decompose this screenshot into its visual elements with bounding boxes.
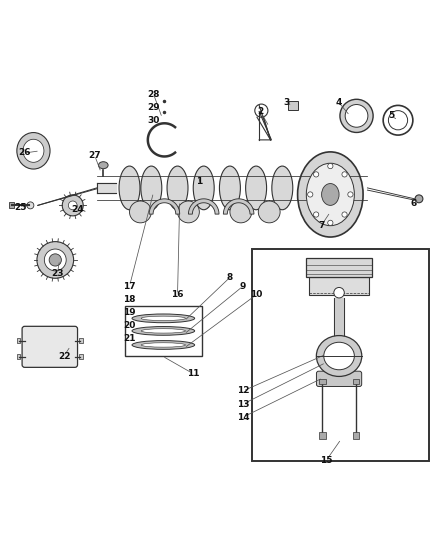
Text: 2: 2	[258, 107, 264, 116]
Ellipse shape	[345, 104, 368, 127]
Ellipse shape	[342, 212, 347, 217]
Ellipse shape	[17, 133, 50, 169]
Bar	[17, 338, 20, 343]
Bar	[9, 203, 14, 208]
Ellipse shape	[167, 166, 188, 210]
Polygon shape	[149, 199, 180, 214]
Text: 29: 29	[147, 103, 160, 111]
Text: 11: 11	[187, 369, 199, 378]
Ellipse shape	[324, 342, 354, 370]
Ellipse shape	[314, 172, 319, 177]
Bar	[17, 354, 20, 359]
Text: 1: 1	[196, 177, 202, 186]
Ellipse shape	[62, 195, 83, 216]
Text: 9: 9	[240, 281, 246, 290]
Text: 25: 25	[14, 203, 27, 212]
Ellipse shape	[27, 202, 34, 209]
Text: 10: 10	[250, 290, 262, 300]
Ellipse shape	[99, 161, 108, 169]
Ellipse shape	[119, 166, 140, 210]
Ellipse shape	[132, 327, 194, 335]
Ellipse shape	[141, 166, 162, 210]
Text: 8: 8	[227, 273, 233, 282]
Text: 20: 20	[124, 321, 136, 330]
Ellipse shape	[141, 343, 185, 347]
Circle shape	[258, 201, 280, 223]
Ellipse shape	[307, 192, 313, 197]
Bar	[288, 101, 298, 110]
Text: 17: 17	[123, 281, 136, 290]
Text: 13: 13	[237, 400, 249, 408]
Text: 23: 23	[51, 269, 64, 278]
Text: 5: 5	[389, 111, 395, 120]
Text: 26: 26	[18, 149, 31, 157]
Bar	[353, 379, 359, 384]
Circle shape	[230, 201, 252, 223]
Polygon shape	[223, 199, 254, 214]
Bar	[79, 338, 83, 343]
Text: 4: 4	[336, 98, 342, 107]
Text: 7: 7	[318, 221, 325, 230]
Ellipse shape	[23, 139, 44, 163]
Ellipse shape	[272, 166, 293, 210]
Text: 24: 24	[71, 205, 83, 214]
Ellipse shape	[132, 341, 194, 349]
Circle shape	[334, 287, 344, 298]
Bar	[306, 258, 372, 277]
Bar	[319, 379, 325, 384]
Ellipse shape	[297, 152, 363, 237]
Bar	[79, 354, 83, 359]
Text: 30: 30	[147, 116, 160, 125]
Polygon shape	[334, 298, 344, 348]
Circle shape	[130, 201, 151, 223]
Ellipse shape	[340, 99, 373, 133]
Ellipse shape	[132, 314, 194, 322]
Text: 16: 16	[171, 290, 184, 300]
Ellipse shape	[141, 329, 185, 333]
Text: 22: 22	[58, 351, 70, 360]
Bar	[252, 249, 428, 461]
Text: 18: 18	[123, 295, 136, 304]
Bar	[309, 277, 369, 295]
Circle shape	[177, 201, 199, 223]
Text: 3: 3	[283, 98, 290, 107]
Polygon shape	[188, 199, 219, 214]
Text: 19: 19	[123, 308, 136, 317]
Ellipse shape	[328, 164, 333, 169]
Bar	[353, 432, 359, 439]
Ellipse shape	[321, 183, 339, 205]
Text: 14: 14	[237, 413, 249, 422]
Ellipse shape	[219, 166, 240, 210]
Text: 6: 6	[410, 199, 417, 208]
Ellipse shape	[141, 316, 185, 320]
Ellipse shape	[44, 249, 66, 271]
Ellipse shape	[348, 192, 353, 197]
Ellipse shape	[37, 241, 74, 278]
Ellipse shape	[314, 212, 319, 217]
Ellipse shape	[68, 201, 77, 210]
Ellipse shape	[49, 254, 61, 266]
Ellipse shape	[246, 166, 267, 210]
Ellipse shape	[193, 166, 214, 210]
Text: 28: 28	[147, 90, 160, 99]
Ellipse shape	[316, 336, 362, 376]
Ellipse shape	[342, 172, 347, 177]
FancyBboxPatch shape	[22, 326, 78, 367]
Bar	[125, 306, 201, 356]
Text: 12: 12	[237, 386, 249, 395]
Text: 27: 27	[88, 151, 101, 160]
Ellipse shape	[415, 195, 423, 203]
FancyBboxPatch shape	[316, 371, 362, 386]
Text: 15: 15	[320, 456, 332, 465]
Polygon shape	[97, 183, 117, 193]
Bar	[319, 432, 325, 439]
Ellipse shape	[306, 163, 354, 225]
Ellipse shape	[328, 220, 333, 225]
Text: 21: 21	[123, 334, 136, 343]
